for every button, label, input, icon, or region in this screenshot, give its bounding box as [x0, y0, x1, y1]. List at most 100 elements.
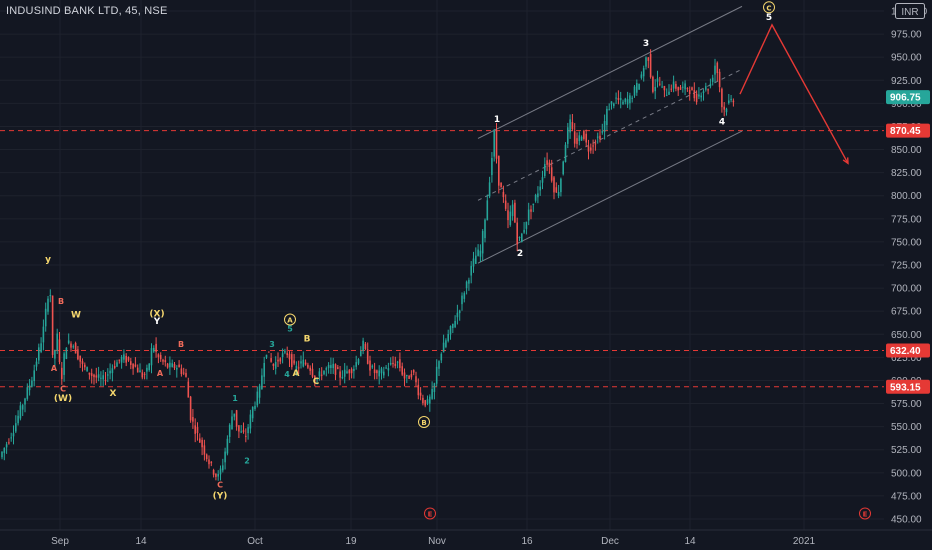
level-price-tag: 870.45	[886, 123, 930, 138]
candle-body	[670, 88, 673, 90]
candle-body	[429, 396, 431, 404]
wave-label: C	[217, 481, 223, 490]
projection-path	[739, 23, 849, 164]
currency-badge[interactable]: INR	[895, 3, 925, 19]
candle-body	[272, 363, 275, 366]
wave-label: 5	[766, 13, 772, 23]
candle-body	[127, 357, 130, 361]
channel-upper-line	[477, 5, 743, 139]
candle-body	[504, 200, 507, 209]
candle-body	[284, 350, 286, 353]
candle-body	[693, 90, 696, 99]
candle-body	[93, 374, 95, 378]
candle-body	[564, 144, 567, 163]
candle-body	[615, 97, 617, 99]
candle-body	[603, 121, 606, 132]
candle-body	[164, 360, 167, 363]
candle-body	[631, 97, 633, 99]
candle-body	[534, 194, 537, 201]
time-tick-label: Nov	[428, 536, 446, 547]
time-axis[interactable]: Sep 14 Oct 19 Nov 16 Dec 14 2021	[0, 529, 932, 547]
candle-body	[15, 423, 17, 432]
candle-body	[447, 333, 449, 341]
candle-body	[102, 375, 104, 380]
current-price-tag-bg	[886, 90, 930, 105]
candle-body	[711, 77, 714, 82]
wave-label: X	[110, 389, 117, 399]
time-tick-label: 19	[345, 536, 357, 547]
candle-body	[111, 368, 114, 374]
price-tick-label: 725.00	[891, 261, 922, 272]
candle-body	[472, 258, 475, 267]
price-tick-label: 800.00	[891, 191, 922, 202]
candle-body	[583, 130, 585, 139]
candle-body	[31, 380, 33, 387]
candle-body	[159, 355, 162, 360]
candle-body	[624, 98, 627, 102]
candle-body	[619, 98, 622, 101]
candle-body	[343, 369, 346, 377]
candle-body	[580, 136, 583, 141]
candle-body	[362, 340, 364, 351]
candle-body	[254, 405, 256, 409]
candle-body	[716, 62, 719, 74]
candle-body	[155, 343, 157, 352]
candle-body	[238, 425, 240, 432]
candle-body	[465, 281, 468, 289]
candle-body	[638, 83, 640, 90]
candle-body	[277, 359, 279, 362]
candle-body	[226, 438, 229, 454]
time-tick-label: Sep	[51, 536, 69, 547]
candle-body	[553, 177, 555, 193]
candle-body	[461, 295, 463, 305]
candle-body	[376, 370, 378, 374]
candle-body	[28, 385, 31, 391]
candle-body	[364, 343, 367, 349]
wave-label-circle	[424, 507, 436, 520]
candle-body	[636, 83, 638, 93]
candle-body	[120, 356, 123, 363]
candle-body	[44, 308, 47, 327]
candle-body	[357, 359, 360, 364]
candle-body	[291, 354, 293, 368]
candle-body	[477, 249, 479, 256]
candle-body	[58, 339, 61, 363]
candle-body	[125, 356, 127, 363]
candle-body	[109, 370, 111, 374]
candle-body	[399, 359, 401, 368]
candle-body	[61, 367, 63, 380]
candle-body	[516, 222, 518, 245]
candle-body	[113, 365, 116, 368]
candle-body	[656, 78, 659, 82]
candle-body	[309, 367, 311, 371]
candle-body	[585, 133, 587, 143]
candle-body	[104, 380, 107, 382]
candle-body	[107, 374, 109, 376]
candle-body	[337, 367, 339, 369]
candle-body	[479, 250, 482, 257]
candle-body	[567, 127, 569, 144]
candle-body	[100, 377, 102, 379]
price-tick-label: 625.00	[891, 353, 922, 364]
candle-body	[698, 94, 700, 97]
candle-body	[705, 86, 707, 90]
candle-body	[316, 378, 318, 380]
candle-body	[81, 361, 84, 364]
candle-body	[709, 83, 712, 87]
candle-body	[348, 370, 351, 374]
candle-body	[403, 372, 406, 379]
candle-body	[725, 108, 728, 113]
time-tick-label: 14	[684, 536, 696, 547]
candle-body	[412, 370, 415, 373]
candle-body	[700, 95, 702, 98]
candle-body	[231, 416, 233, 430]
candle-body	[270, 358, 272, 362]
candle-body	[97, 374, 100, 378]
candle-body	[67, 340, 70, 344]
candle-body	[601, 131, 604, 133]
candle-body	[251, 406, 254, 419]
candle-body	[415, 376, 417, 383]
candle-body	[369, 360, 371, 371]
wave-label-circled-text: E	[428, 510, 433, 518]
